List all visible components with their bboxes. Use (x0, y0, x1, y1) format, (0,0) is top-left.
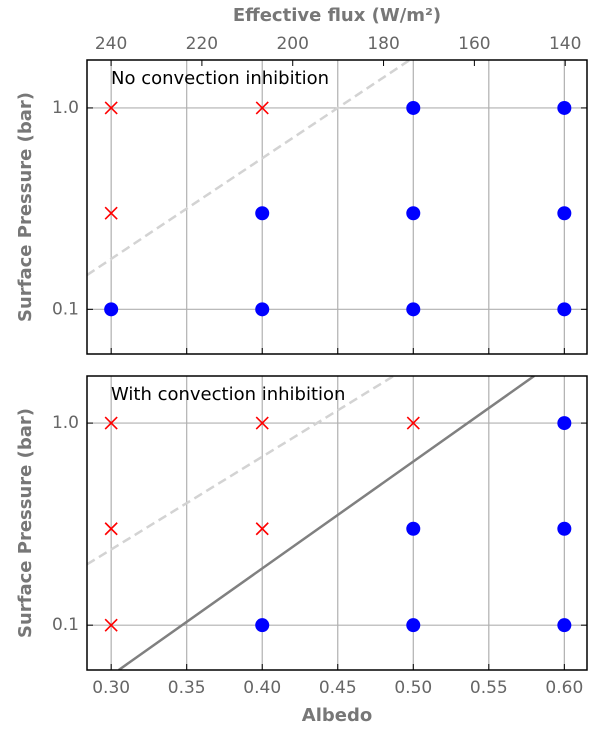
point (406, 206, 421, 221)
y-tick-label: 1.0 (52, 98, 79, 118)
y-axis-label: Surface Pressure (bar) (15, 92, 36, 322)
x2-tick-label: 180 (367, 34, 399, 54)
y-tick-label: 1.0 (52, 413, 79, 433)
annotation: With convection inhibition (111, 384, 345, 405)
point (406, 618, 421, 633)
plot-frame (86, 59, 588, 355)
x-tick-label: 0.60 (545, 678, 583, 698)
point (104, 416, 118, 430)
point (557, 206, 572, 221)
x2-axis-label: Effective flux (W/m²) (233, 5, 441, 26)
point (104, 522, 118, 536)
point (255, 416, 269, 430)
y-tick-label: 0.1 (52, 615, 79, 635)
point (557, 521, 572, 536)
point (406, 302, 421, 317)
point (406, 521, 421, 536)
x-tick-label: 0.30 (92, 678, 130, 698)
x-tick-label: 0.40 (243, 678, 281, 698)
point (557, 302, 572, 317)
reference-line (87, 60, 411, 277)
annotation: No convection inhibition (111, 68, 329, 89)
x2-tick-label: 200 (276, 34, 308, 54)
point (255, 206, 270, 221)
point (557, 416, 572, 431)
x-tick-label: 0.50 (394, 678, 432, 698)
point (104, 101, 118, 115)
point (104, 618, 118, 632)
x2-tick-label: 240 (95, 34, 127, 54)
point (255, 522, 269, 536)
y-tick-label: 0.1 (52, 299, 79, 319)
x-tick-label: 0.55 (470, 678, 508, 698)
point (406, 100, 421, 115)
x-tick-label: 0.35 (168, 678, 206, 698)
point (406, 416, 420, 430)
plot-area (87, 60, 411, 277)
x2-tick-label: 160 (458, 34, 490, 54)
reference-line (87, 376, 395, 566)
reference-line (117, 376, 535, 670)
point (104, 302, 119, 317)
x2-tick-label: 220 (186, 34, 218, 54)
point (557, 618, 572, 633)
point (255, 302, 270, 317)
point (104, 206, 118, 220)
x-axis-label: Albedo (302, 705, 372, 726)
point (255, 101, 269, 115)
x2-tick-label: 140 (549, 34, 581, 54)
x-tick-label: 0.45 (319, 678, 357, 698)
plot-frame (86, 375, 588, 671)
y-axis-label: Surface Pressure (bar) (15, 408, 36, 638)
point (255, 618, 270, 633)
point (557, 100, 572, 115)
plot-area (87, 376, 535, 670)
